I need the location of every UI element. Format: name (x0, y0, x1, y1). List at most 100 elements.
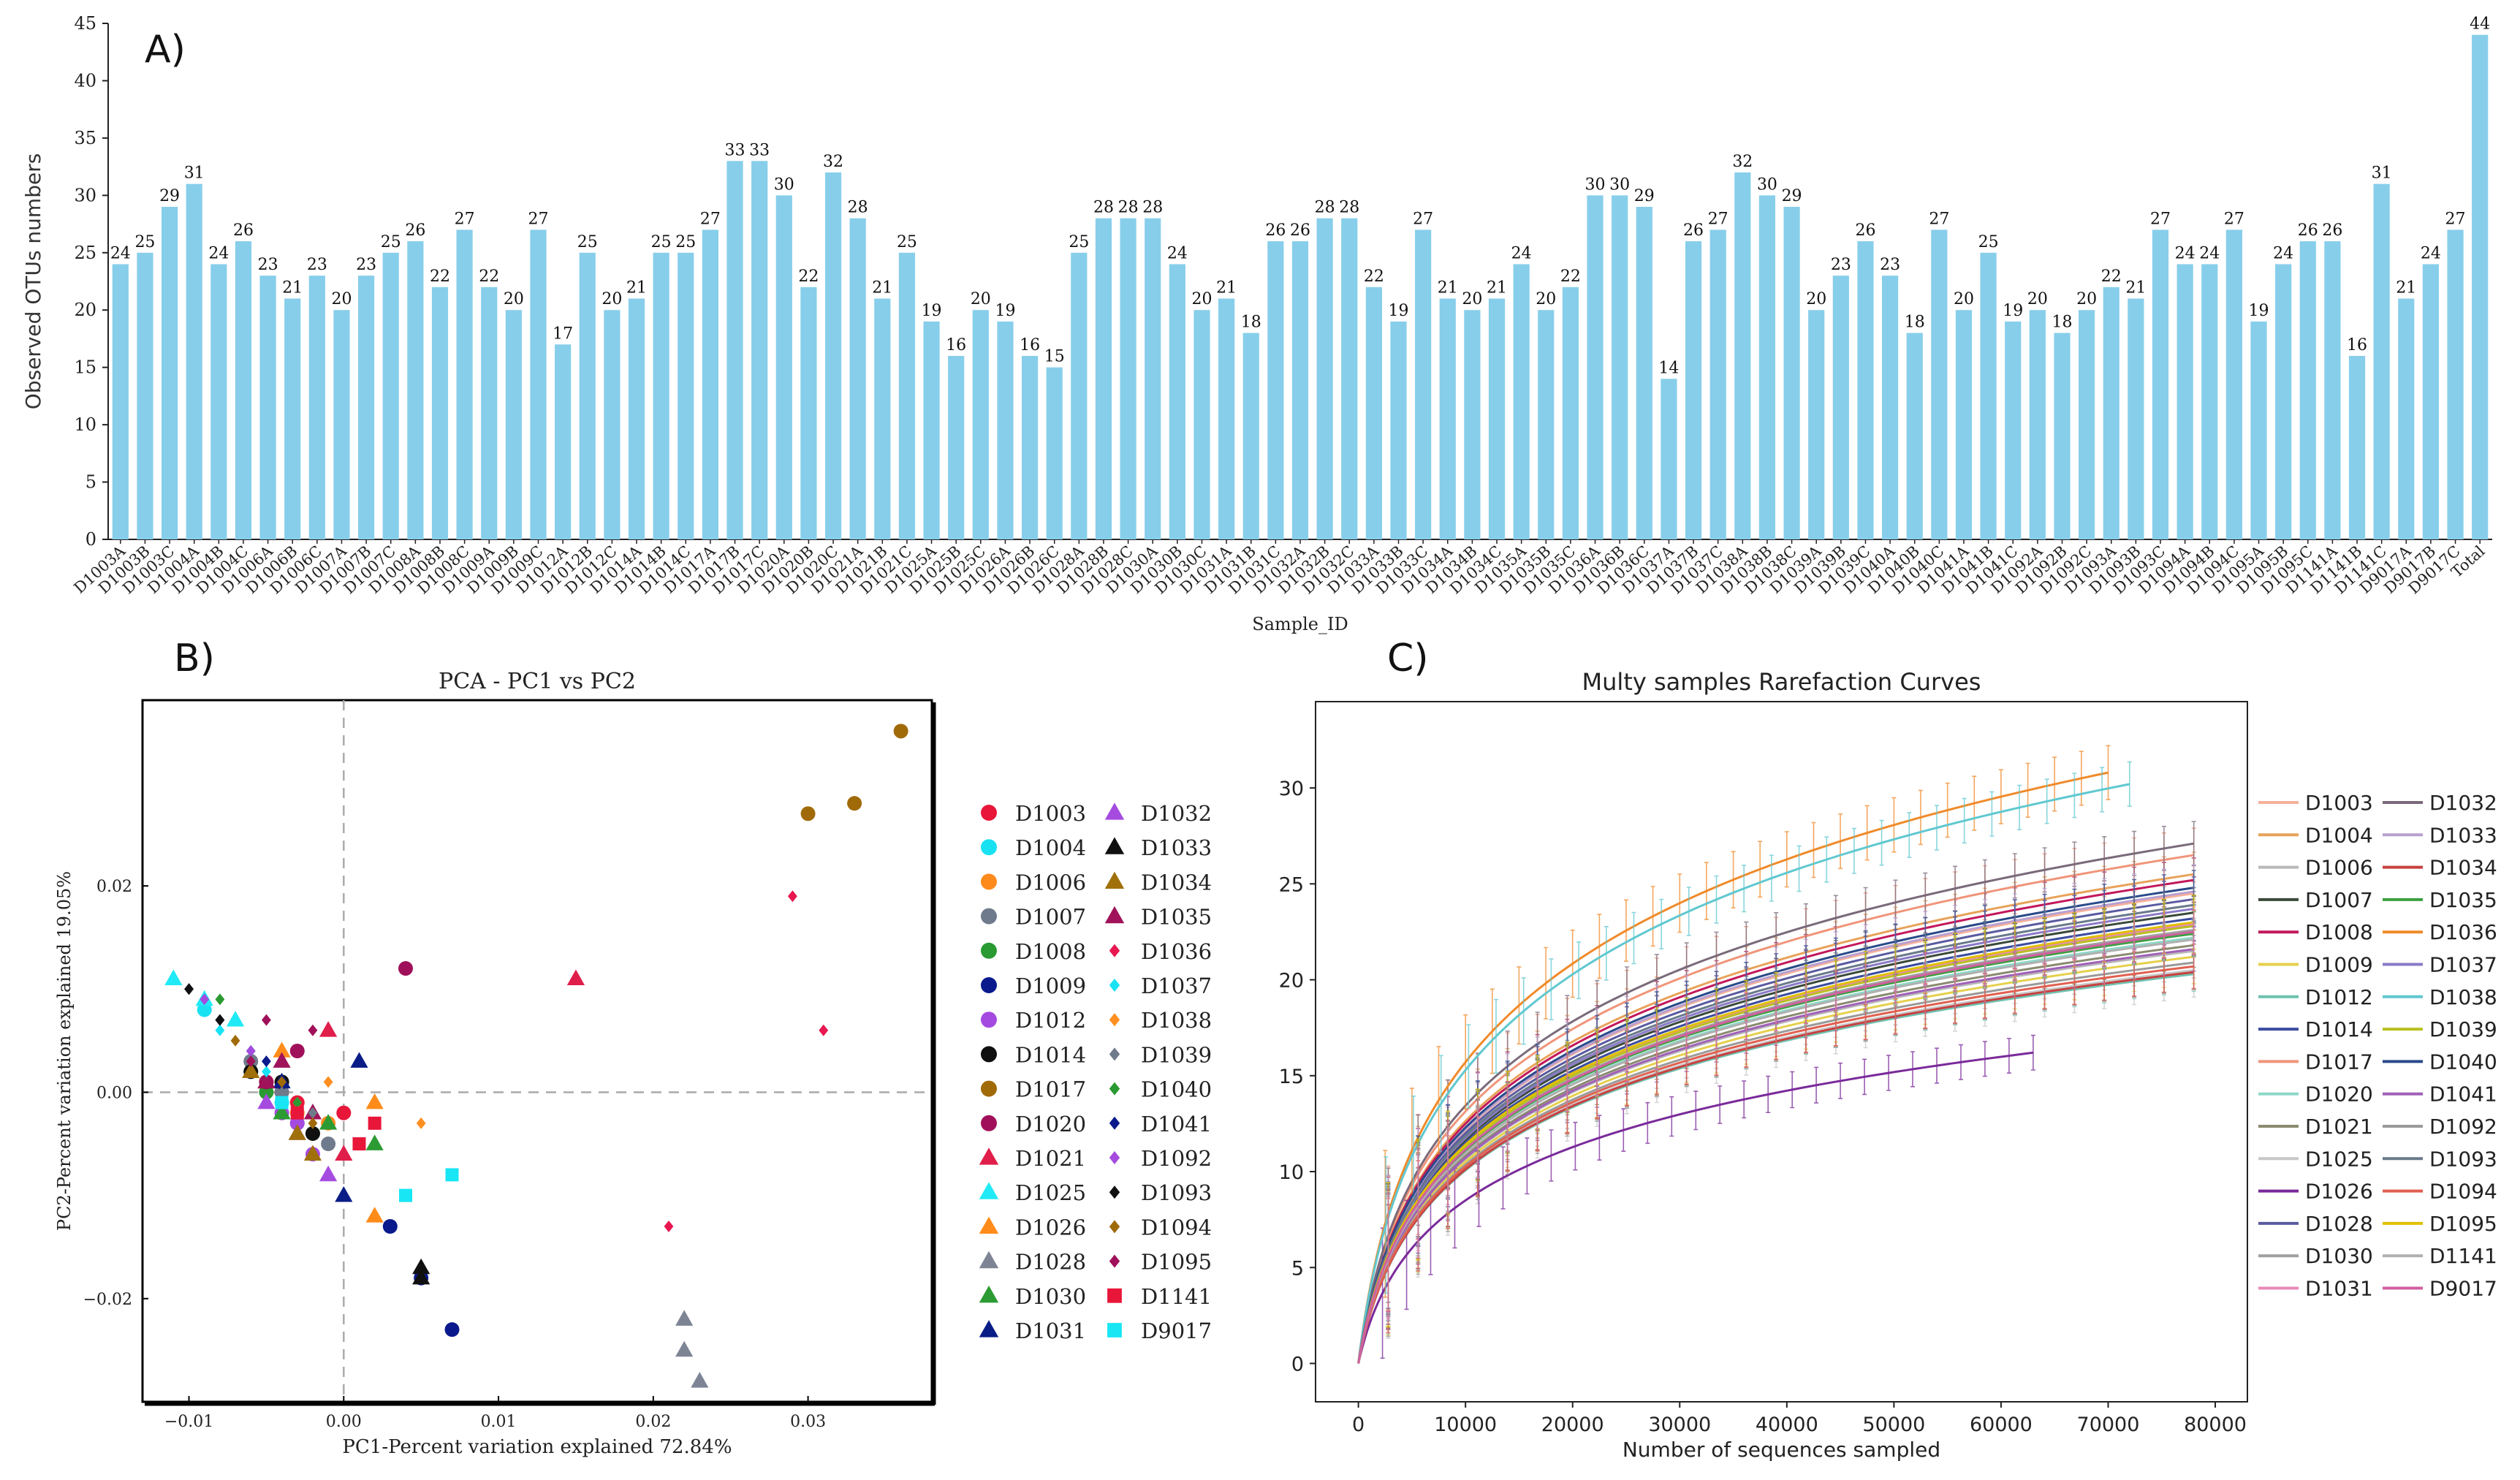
bar-value-label: 26 (2322, 221, 2342, 240)
y-tick-label: 30 (1279, 778, 1304, 800)
bar-value-label: 24 (2199, 244, 2220, 262)
rarefaction-curve-D1141 (1357, 938, 2194, 1364)
bar-value-label: 20 (1191, 290, 1212, 308)
bar-D1020C (824, 172, 842, 539)
bar-D9017C (2447, 229, 2464, 539)
pca-point-D1032 (257, 1093, 276, 1109)
bar-value-label: 21 (626, 279, 647, 297)
legend-label-D1008: D1008 (1015, 939, 1086, 964)
pca-point-D1039 (308, 1107, 318, 1119)
bar-value-label: 22 (2101, 267, 2122, 286)
legend-label-D1004: D1004 (1015, 835, 1086, 860)
x-tick-label: 0 (1352, 1413, 1365, 1436)
bar-D1031B (1242, 333, 1259, 539)
pca-point-D1003 (336, 1105, 352, 1120)
panel-b-pca-scatter: B) PCA - PC1 vs PC2 −0.01 0.00 0.01 0.02 0.03 −… (54, 637, 1212, 1458)
bar-value-label: 20 (971, 290, 991, 308)
bar-D1004A (186, 183, 202, 539)
y-tick-label: 25 (1279, 873, 1304, 896)
legend-label-D1032: D1032 (2429, 791, 2497, 815)
pca-point-D1031 (350, 1052, 368, 1068)
pca-point-D1020 (289, 1044, 305, 1058)
bar-value-label: 27 (455, 210, 475, 228)
legend-label-D1095: D1095 (2429, 1212, 2497, 1236)
legend-label-D1035: D1035 (2429, 888, 2497, 912)
legend-label-D1040: D1040 (1141, 1077, 1212, 1102)
bar-D1037B (1685, 241, 1702, 539)
x-tick-label: 50000 (1862, 1413, 1925, 1436)
bar-D1036B (1612, 195, 1628, 539)
legend-label-D1032: D1032 (1141, 801, 1212, 826)
bar-value-label: 27 (2445, 210, 2466, 228)
y-axis-label: Observed OTUs numbers (21, 153, 45, 410)
bar-D1038C (1783, 207, 1800, 539)
bar-D1093C (2152, 229, 2169, 539)
pca-point-D1095 (308, 1024, 318, 1036)
legend-label-D1007: D1007 (1015, 905, 1086, 930)
bar-D1007C (382, 252, 399, 539)
bar-value-label: 24 (110, 244, 131, 262)
x-tick-label: 40000 (1756, 1413, 1818, 1436)
panel-c-rarefaction-curves: C) Multy samples Rarefaction Curves 0 10000… (1279, 637, 2497, 1462)
pca-point-D1036 (664, 1221, 674, 1232)
bar-value-label: 28 (1118, 199, 1139, 217)
bar-value-label: 24 (1511, 244, 1532, 262)
rarefaction-curve-D1093 (1357, 903, 2194, 1364)
legend-label-D1095: D1095 (1141, 1250, 1212, 1275)
legend-label-D1017: D1017 (1015, 1077, 1086, 1102)
legend-label-D1003: D1003 (2305, 791, 2373, 815)
bar-value-label: 21 (2125, 279, 2146, 297)
legend-marker-D1036 (1109, 944, 1120, 957)
bar-D1092C (2079, 310, 2095, 539)
bar-D1035A (1513, 264, 1530, 539)
legend-marker-D1094 (1109, 1220, 1120, 1234)
bar-D1004B (210, 264, 227, 539)
pca-point-D1038 (323, 1076, 333, 1088)
bar-D1041B (1980, 252, 1997, 539)
y-tick-label: 15 (1279, 1066, 1304, 1088)
legend-label-D1094: D1094 (1141, 1215, 1212, 1240)
bar-D1007B (358, 276, 375, 539)
pca-point-D1028 (691, 1372, 709, 1388)
bar-D1009C (530, 229, 547, 539)
rarefaction-curve-D1041 (1357, 948, 2194, 1364)
bar-value-label: 33 (725, 141, 745, 159)
bar-D1026A (997, 321, 1014, 539)
bar-value-label: 28 (848, 199, 868, 217)
bar-value-label: 29 (1634, 187, 1655, 205)
legend-marker-D1093 (1109, 1185, 1120, 1199)
rarefaction-curve-D1038 (1357, 783, 2130, 1364)
bar-D1025C (972, 310, 989, 539)
legend-marker-D1092 (1109, 1151, 1120, 1164)
y-tick-label: 0.02 (96, 878, 132, 896)
legend-label-D1028: D1028 (2305, 1212, 2373, 1236)
bar-value-label: 26 (1265, 221, 1286, 240)
pca-point-D1030 (319, 1114, 338, 1130)
plot-frame (141, 699, 933, 1403)
bar-D1094A (2176, 264, 2193, 539)
bar-value-label: 24 (208, 244, 229, 262)
legend-label-D1037: D1037 (2429, 953, 2497, 977)
bar-value-label: 30 (1585, 175, 1606, 194)
legend-marker-D1006 (981, 873, 997, 890)
x-axis-label: PC1-Percent variation explained 72.84% (342, 1436, 732, 1458)
pca-point-D1008 (259, 1085, 274, 1100)
legend-label-D1026: D1026 (1015, 1215, 1086, 1240)
bar-D1028C (1120, 218, 1136, 539)
bar-value-label: 32 (823, 153, 843, 171)
legend-label-D1033: D1033 (2429, 823, 2497, 847)
x-tick-label: 0.03 (790, 1413, 826, 1431)
bar-D1009A (481, 286, 498, 539)
bar-value-label: 16 (1020, 336, 1040, 354)
bar-D1021C (898, 252, 916, 539)
bar-D1028A (1071, 252, 1088, 539)
bar-value-label: 22 (1560, 267, 1581, 286)
y-tick-label: 20 (74, 300, 96, 320)
legend-label-D1092: D1092 (2429, 1115, 2497, 1139)
bar-value-label: 27 (1413, 210, 1433, 228)
bar-value-label: 20 (601, 290, 622, 308)
y-tick-label: 25 (74, 243, 96, 263)
bar-D1014C (678, 252, 694, 539)
legend-marker-D1008 (981, 942, 997, 959)
pca-point-D1035 (257, 1072, 276, 1089)
